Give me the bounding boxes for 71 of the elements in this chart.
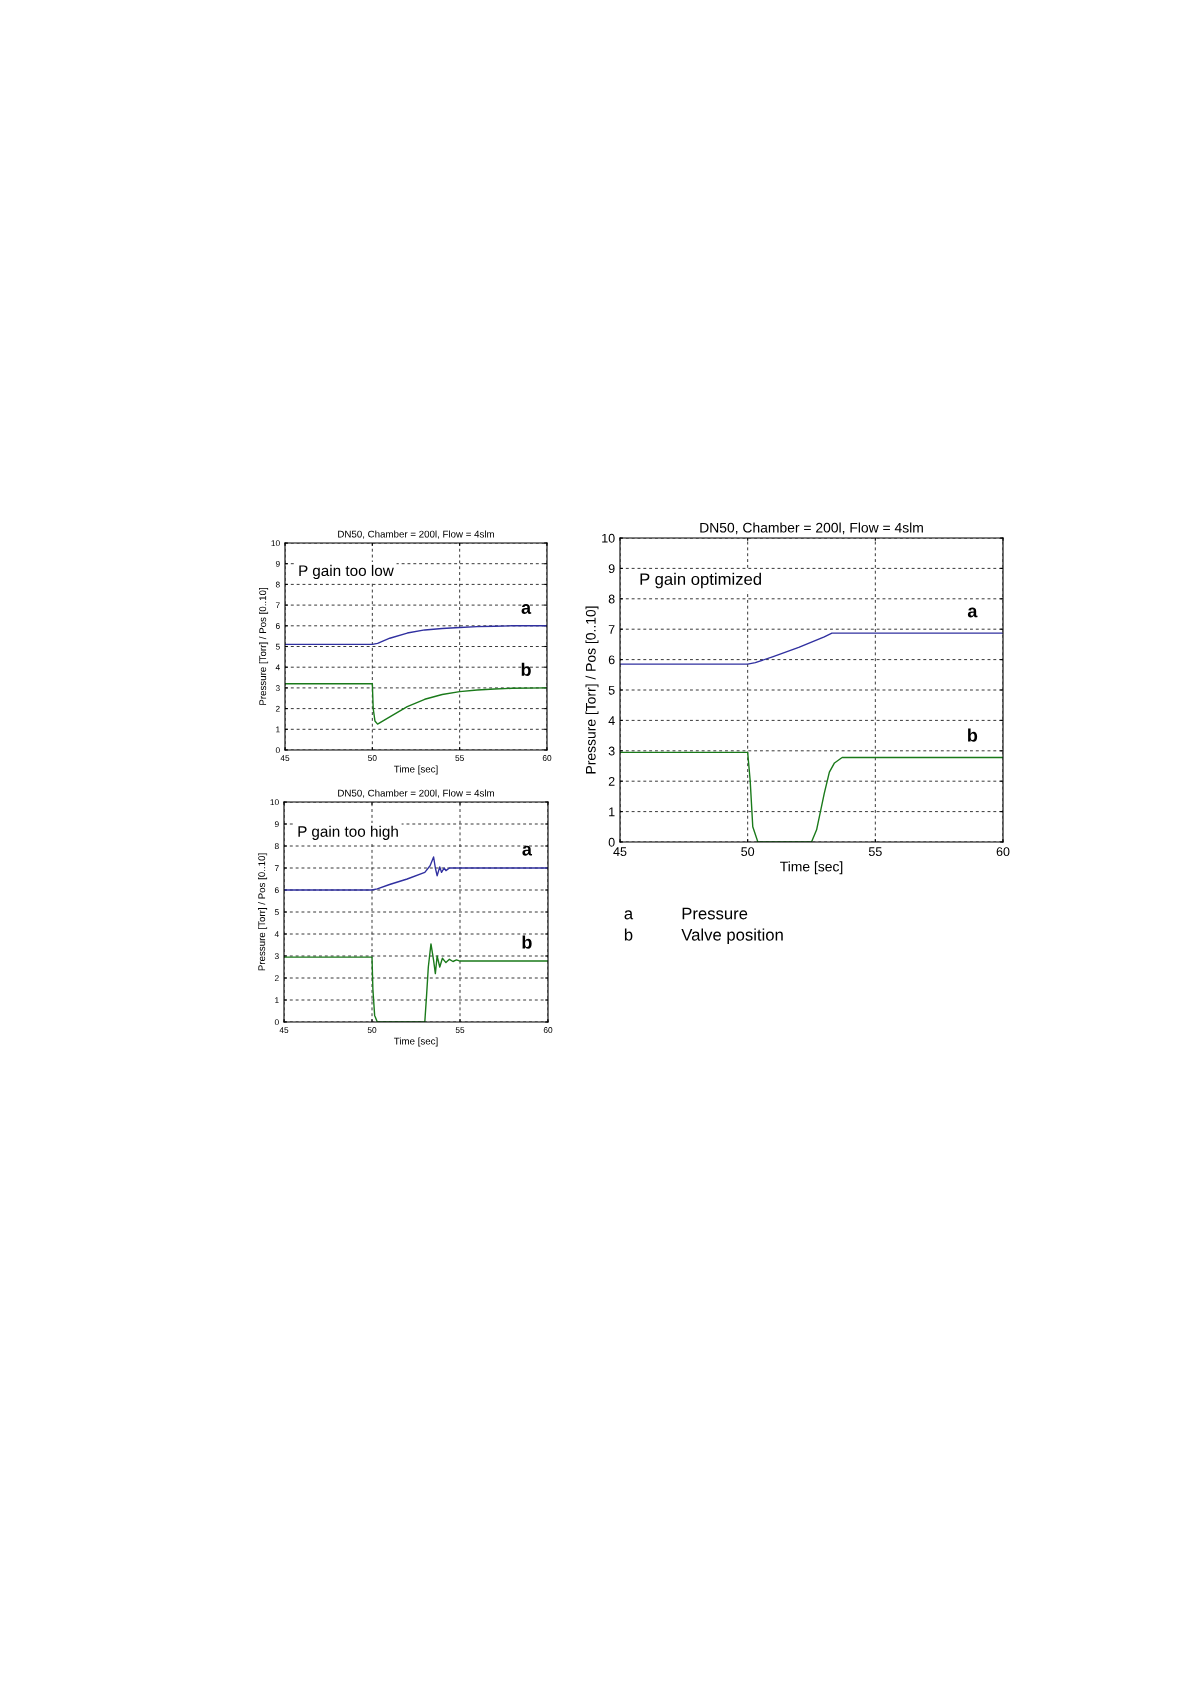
y-tick-label: 1: [275, 997, 279, 1004]
text: Valve position: [681, 928, 783, 945]
series-label: a: [522, 845, 533, 856]
y-tick-label: 2: [275, 705, 280, 712]
y-tick-label: 10: [271, 540, 280, 547]
y-tick-label: 9: [275, 560, 280, 567]
series-label: b: [521, 662, 531, 677]
y-tick-label: 3: [608, 746, 615, 756]
y-tick-label: 8: [274, 843, 279, 850]
y-tick-label: 3: [274, 953, 279, 960]
x-tick-label: 50: [741, 847, 755, 857]
x-tick-label: 45: [280, 755, 290, 761]
series-label: b: [968, 728, 978, 742]
x-axis-title: Time [sec]: [393, 765, 438, 775]
y-tick-label: 7: [274, 865, 279, 872]
y-tick-label: 9: [608, 564, 615, 574]
y-tick-label: 6: [275, 623, 280, 629]
x-tick-label: 45: [613, 847, 627, 857]
text: a: [624, 910, 634, 920]
y-tick-label: 8: [275, 581, 280, 588]
y-tick-label: 4: [275, 664, 280, 671]
y-tick-label: 9: [274, 821, 279, 828]
y-tick-label: 5: [275, 643, 280, 650]
chart-title: DN50, Chamber = 200l, Flow = 4slm: [338, 789, 494, 798]
line-series: [284, 856, 548, 891]
chart-title: DN50, Chamber = 200l, Flow = 4slm: [338, 530, 494, 539]
y-tick-label: 10: [270, 799, 279, 806]
y-tick-label: 4: [274, 931, 279, 938]
y-tick-label: 0: [608, 837, 615, 847]
y-tick-label: 1: [609, 807, 615, 817]
y-tick-label: 5: [608, 685, 615, 695]
y-tick-label: 2: [274, 975, 279, 982]
y-tick-label: 3: [275, 685, 280, 691]
y-tick-label: 0: [275, 747, 280, 754]
annotation: P gain too low: [299, 564, 394, 580]
y-tick-label: 2: [608, 777, 615, 786]
y-tick-label: 6: [274, 887, 279, 894]
x-tick-label: 60: [996, 847, 1010, 857]
y-tick-label: 6: [608, 655, 615, 665]
annotation: P gain too high: [298, 825, 398, 840]
x-tick-label: 55: [868, 847, 882, 857]
x-tick-label: 60: [543, 1027, 553, 1033]
text: b: [624, 928, 633, 941]
y-axis-title: Pressure [Torr] / Pos [0..10]: [585, 606, 599, 774]
y-tick-label: 1: [276, 726, 280, 733]
y-tick-label: 0: [274, 1019, 279, 1026]
text: Pressure: [682, 907, 748, 920]
y-tick-label: 5: [274, 909, 279, 916]
y-tick-label: 7: [608, 625, 615, 634]
x-tick-label: 45: [279, 1027, 289, 1033]
x-tick-label: 55: [455, 1027, 465, 1033]
x-tick-label: 55: [455, 755, 464, 761]
x-tick-label: 50: [367, 1027, 377, 1033]
line-series: [285, 625, 547, 646]
series-label: b: [522, 935, 532, 949]
y-axis-title: Pressure [Torr] / Pos [0..10]: [258, 853, 268, 971]
y-tick-label: 10: [602, 533, 615, 543]
y-tick-label: 4: [608, 716, 615, 725]
chart-title: DN50, Chamber = 200l, Flow = 4slm: [700, 522, 923, 535]
x-axis-title: Time [sec]: [780, 861, 843, 875]
line-series: [285, 683, 547, 725]
x-tick-label: 50: [368, 755, 377, 761]
line-series: [620, 632, 1003, 665]
annotation: P gain optimized: [640, 572, 761, 589]
x-tick-label: 60: [542, 755, 552, 761]
x-axis-title: Time [sec]: [393, 1037, 438, 1047]
series-label: a: [967, 607, 978, 618]
y-tick-label: 7: [275, 602, 280, 609]
y-tick-label: 8: [608, 594, 615, 604]
y-axis-title: Pressure [Torr] / Pos [0..10]: [259, 588, 269, 705]
series-label: a: [521, 604, 532, 614]
